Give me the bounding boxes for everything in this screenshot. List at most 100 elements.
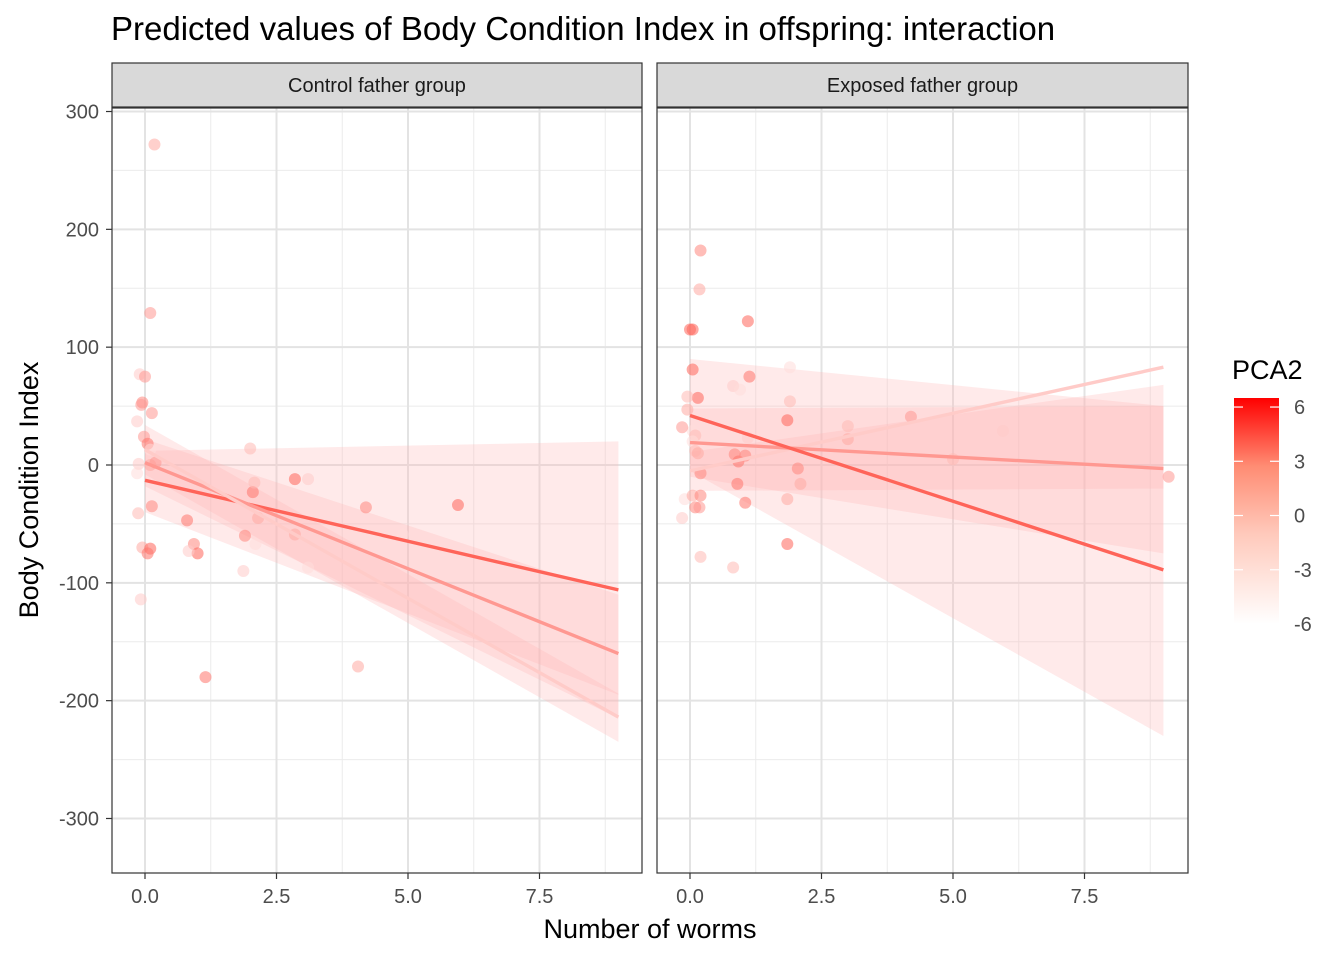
data-point: [352, 660, 365, 673]
data-point: [134, 593, 147, 606]
data-point: [248, 476, 261, 489]
strip-label: Exposed father group: [827, 75, 1018, 97]
x-tick-label: 2.5: [263, 886, 291, 908]
data-point: [182, 545, 195, 558]
data-point: [686, 363, 699, 376]
y-tick-label: -100: [59, 573, 99, 595]
x-tick-label: 0.0: [676, 886, 704, 908]
confidence-band: [690, 406, 1164, 554]
strip-background: [111, 62, 643, 108]
strip-label: Control father group: [288, 75, 466, 97]
data-point: [141, 547, 154, 560]
panel-border: [111, 107, 643, 874]
y-axis: 300 200 100 0 -100 -200 -300: [59, 102, 112, 830]
data-point: [686, 323, 699, 336]
strip-background: [656, 62, 1189, 108]
legend-title: PCA2: [1232, 355, 1303, 385]
confidence-band: [145, 441, 619, 695]
data-point: [199, 671, 212, 684]
x-tick-label: 7.5: [1071, 886, 1099, 908]
legend-colorbar: [1234, 398, 1279, 624]
data-point: [743, 370, 756, 383]
y-axis-label: Body Condition Index: [14, 361, 44, 618]
y-tick-label: 100: [66, 337, 99, 359]
data-point: [359, 501, 372, 514]
fit-line: [689, 440, 1164, 471]
panel-border: [656, 107, 1189, 874]
legend: PCA2 6 3 0 -3 -6: [1232, 355, 1312, 636]
data-point: [781, 493, 794, 506]
data-point: [996, 424, 1009, 437]
data-point: [144, 306, 157, 319]
data-point: [238, 529, 251, 542]
data-point: [132, 457, 145, 470]
panel-background: [112, 108, 642, 873]
legend-tick-label: -6: [1294, 614, 1312, 636]
confidence-band: [690, 384, 1164, 491]
data-point: [791, 462, 804, 475]
fit-lines: [144, 448, 620, 719]
data-point: [694, 550, 707, 563]
x-axis: 0.0 2.5 5.0 7.5 0.0 2.5 5.0 7.5: [131, 873, 1098, 908]
data-point: [733, 383, 746, 396]
x-tick-label: 5.0: [394, 886, 422, 908]
fit-line: [144, 478, 619, 592]
data-point: [904, 410, 917, 423]
x-tick-label: 7.5: [526, 886, 554, 908]
data-point: [693, 283, 706, 296]
data-point: [132, 507, 145, 520]
data-point: [947, 453, 959, 466]
data-point: [794, 477, 807, 490]
data-point: [145, 407, 158, 420]
data-point: [139, 370, 151, 383]
y-tick-label: 200: [66, 219, 99, 241]
data-point: [131, 467, 144, 480]
data-point: [131, 415, 144, 428]
y-tick-label: 0: [88, 455, 99, 477]
points: [131, 138, 464, 684]
legend-tick-label: 0: [1294, 506, 1305, 528]
data-point: [693, 501, 706, 514]
data-point: [246, 486, 259, 499]
x-tick-label: 5.0: [939, 886, 967, 908]
data-point: [694, 244, 707, 257]
data-point: [783, 395, 796, 408]
data-point: [1162, 470, 1175, 483]
legend-tick-label: -3: [1294, 560, 1312, 582]
data-point: [288, 473, 301, 486]
legend-tick-label: 6: [1294, 397, 1305, 419]
data-point: [148, 138, 161, 151]
y-tick-label: -300: [59, 808, 99, 830]
data-point: [841, 420, 854, 433]
x-tick-label: 0.0: [131, 886, 159, 908]
data-point: [781, 414, 794, 427]
data-point: [676, 421, 689, 434]
data-point: [302, 561, 315, 574]
x-axis-label: Number of worms: [543, 914, 756, 944]
legend-tick-label: 3: [1294, 451, 1305, 473]
y-tick-label: -200: [59, 691, 99, 713]
data-point: [135, 398, 148, 411]
fit-line: [144, 448, 620, 719]
data-point: [181, 514, 194, 527]
data-point: [681, 390, 694, 403]
legend-ticks: 6 3 0 -3 -6: [1234, 397, 1312, 636]
data-point: [731, 477, 744, 490]
data-point: [727, 561, 740, 574]
panel-exposed-father: Exposed father group: [656, 62, 1189, 874]
data-point: [691, 391, 704, 404]
data-point: [694, 489, 707, 502]
data-point: [781, 537, 794, 550]
data-point: [249, 537, 262, 550]
data-point: [145, 500, 158, 513]
chart-title: Predicted values of Body Condition Index…: [111, 10, 1055, 47]
data-point: [681, 403, 694, 416]
x-tick-label: 2.5: [808, 886, 836, 908]
data-point: [741, 315, 754, 328]
data-point: [676, 512, 689, 525]
data-point: [783, 361, 796, 374]
data-point: [244, 442, 257, 455]
fit-line: [689, 413, 1164, 572]
data-point: [739, 496, 752, 509]
